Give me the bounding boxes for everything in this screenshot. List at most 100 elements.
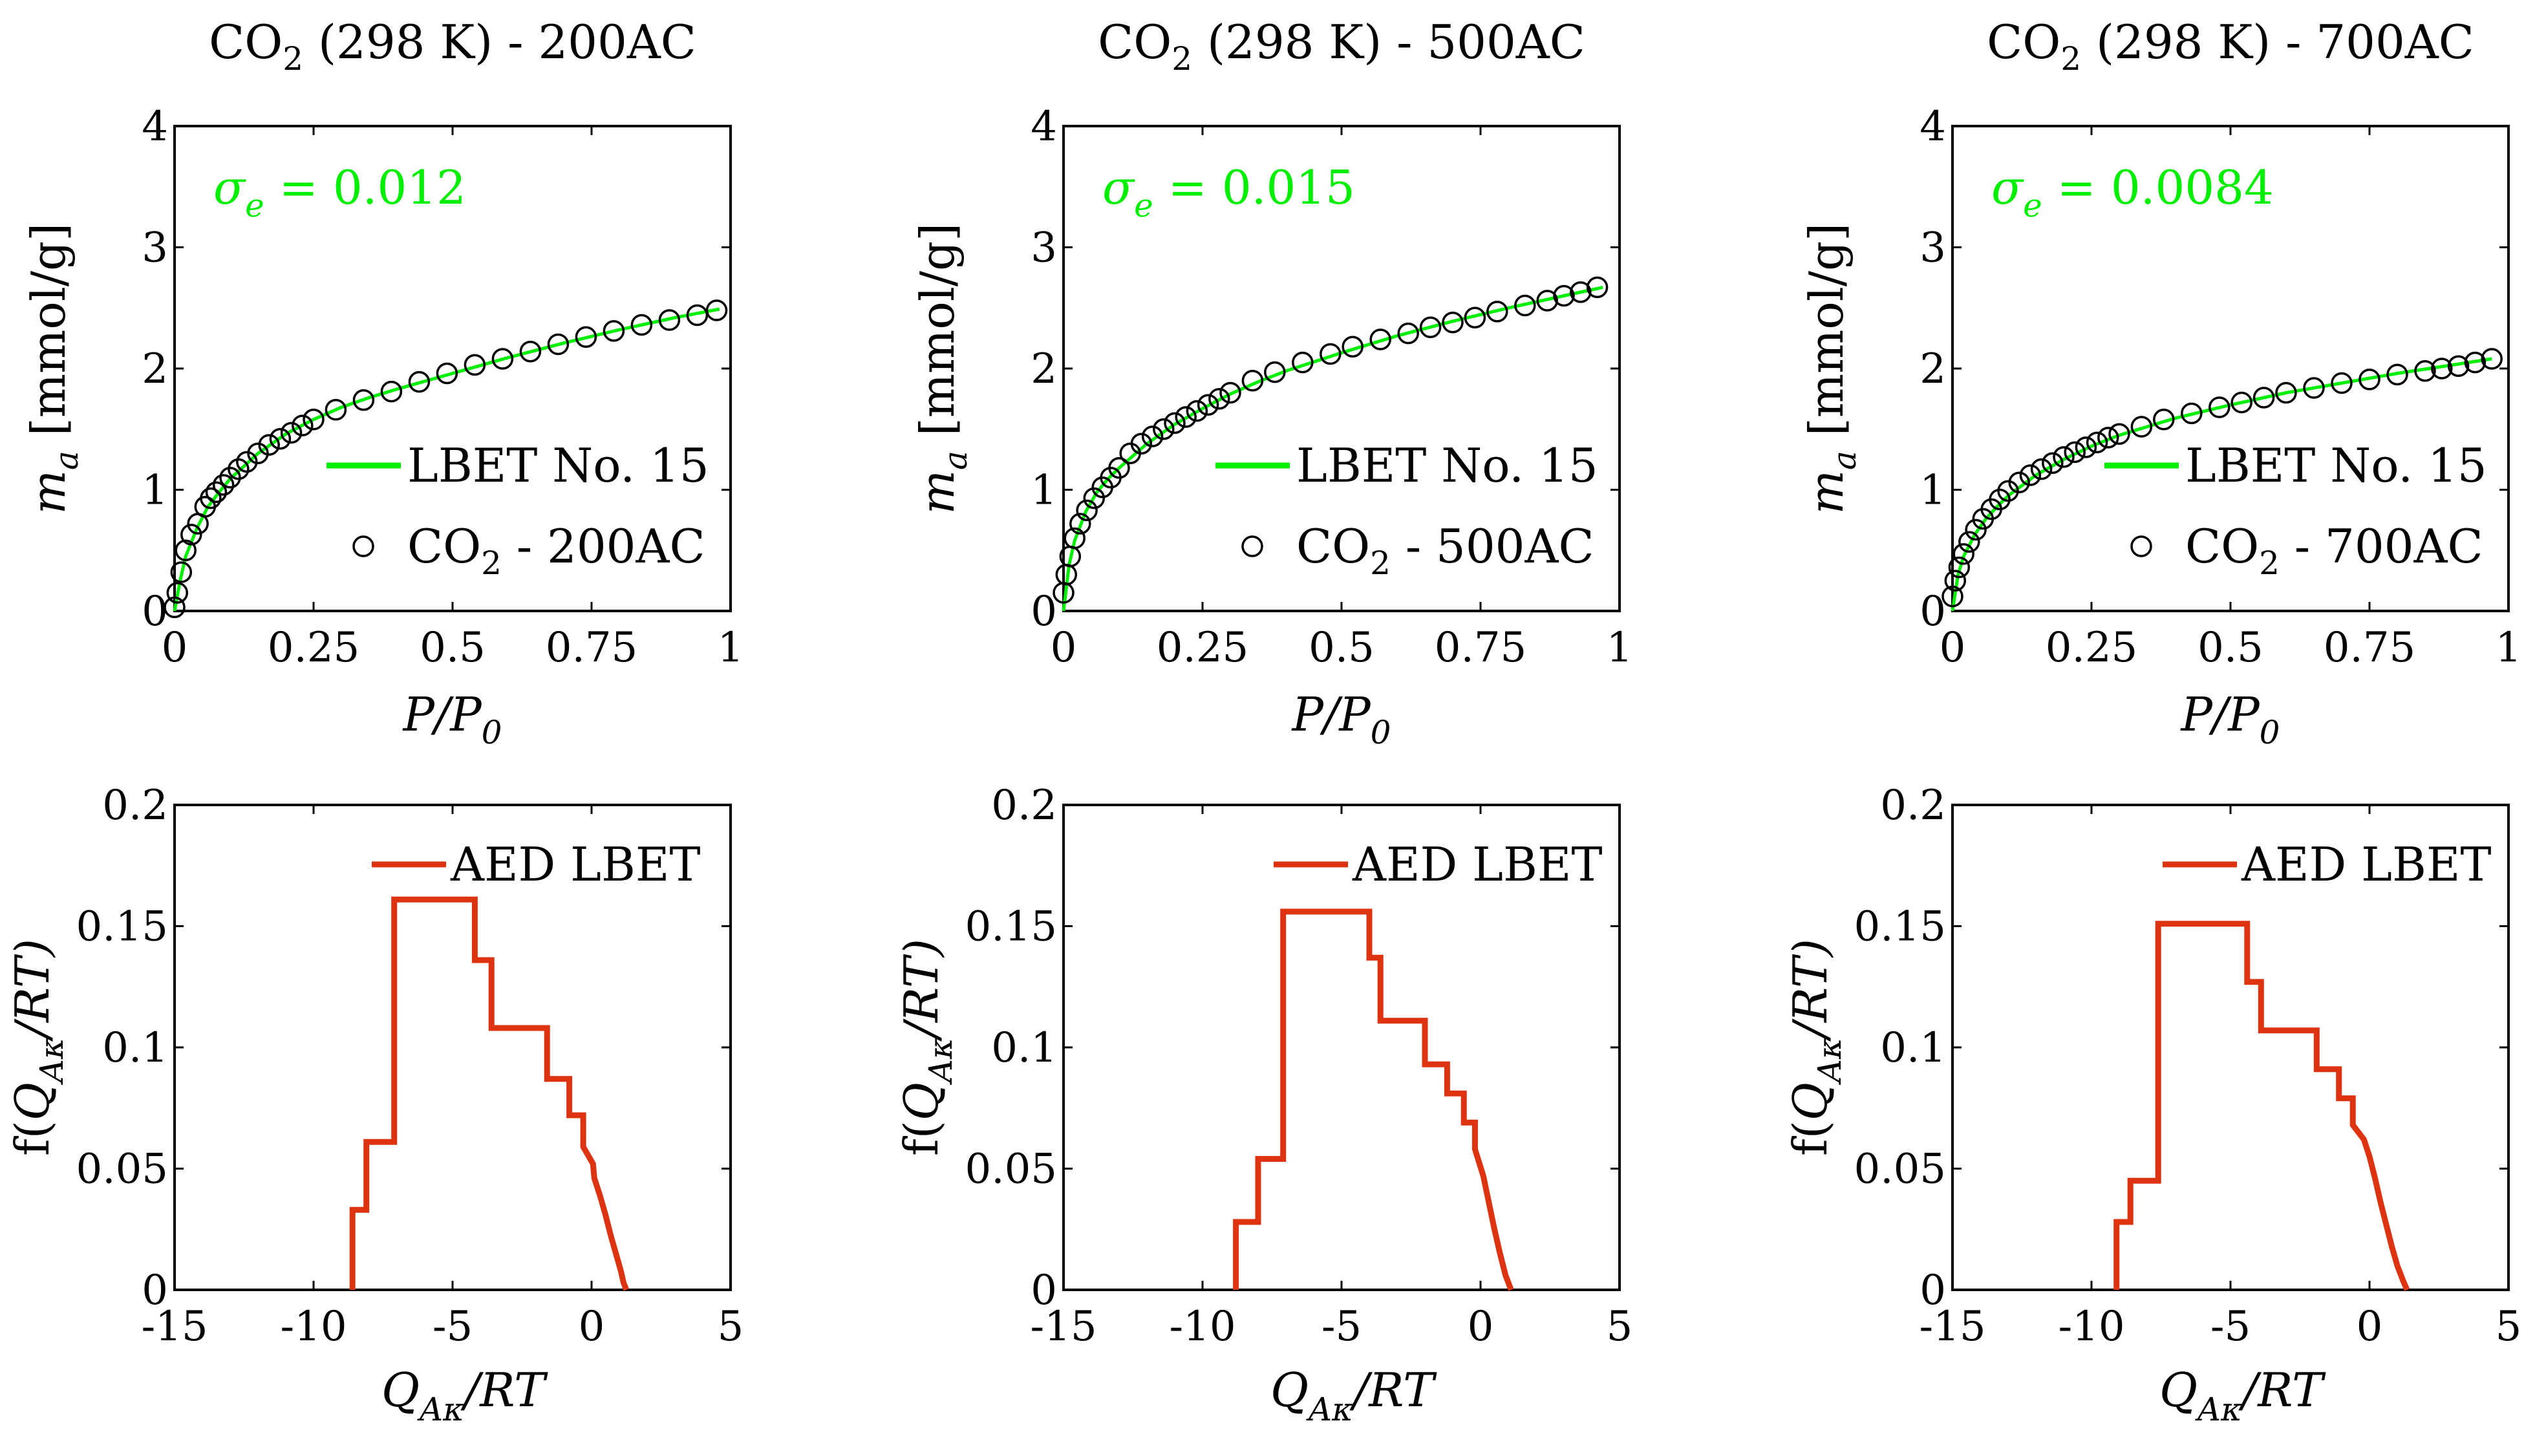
y-tick-label: 0.15 [76, 903, 169, 951]
y-tick-label: 0 [142, 588, 168, 636]
data-point [2008, 471, 2030, 493]
data-point [205, 481, 228, 503]
sigma-annotation: σe = 0.015 [1102, 160, 1355, 224]
x-axis-label: P/P0 [1291, 687, 1391, 751]
data-point [1948, 556, 1971, 579]
sigma-annotation: σe = 0.0084 [1991, 160, 2274, 224]
y-label-subscript: Aκ [33, 1038, 70, 1085]
data-point [2230, 391, 2252, 414]
data-point [2414, 360, 2436, 382]
x-tick-label: -5 [433, 1303, 473, 1351]
y-tick-label: 0 [1920, 1267, 1946, 1314]
data-point [175, 539, 197, 561]
y-axis-label: f(QAκ/RT) [5, 939, 70, 1156]
y-axis-label: f(QAκ/RT) [894, 939, 959, 1156]
data-point [1944, 570, 1967, 592]
y-tick-label: 2 [142, 345, 168, 393]
legend-label-aed: AED LBET [1352, 837, 1602, 892]
data-point [2042, 452, 2064, 474]
data-point [1241, 370, 1264, 392]
y-tick-label: 4 [142, 103, 168, 151]
sigma-annotation: σe = 0.012 [213, 160, 466, 224]
legend-marker-swatch [1241, 535, 1263, 557]
x-tick-label: 0.75 [1435, 624, 1527, 672]
data-point [2275, 381, 2297, 404]
title-main: CO [1098, 15, 1171, 69]
data-point [325, 399, 347, 421]
y-label-rest: /RT) [894, 939, 948, 1042]
y-tick-label: 0.1 [1880, 1024, 1946, 1072]
x-tick-label: 0.25 [1157, 624, 1249, 672]
data-point [1514, 294, 1536, 317]
y-label-main: Q [894, 1082, 948, 1120]
data-point [658, 309, 681, 331]
legend-label-data: CO2 - 700AC [2185, 519, 2483, 582]
data-point [1130, 433, 1153, 455]
data-point [1292, 351, 1314, 374]
data-point [1164, 412, 1186, 434]
data-point [519, 341, 542, 363]
legend-data-main: CO [2185, 519, 2259, 573]
legend-marker-swatch [352, 535, 374, 557]
legend-label-fit: LBET No. 15 [407, 438, 709, 493]
data-point [1952, 543, 1974, 565]
data-point [491, 348, 514, 370]
data-point [686, 304, 709, 327]
sigma-symbol: σ [213, 160, 246, 215]
y-tick-label: 4 [1031, 103, 1057, 151]
legend-data-main: CO [407, 519, 481, 573]
sigma-subscript: e [2023, 187, 2042, 224]
x-tick-label: 0.75 [546, 624, 638, 672]
data-point [166, 582, 189, 604]
y-tick-label: 0 [1920, 588, 1946, 636]
legend-label-fit: LBET No. 15 [2185, 438, 2487, 493]
x-tick-label: 0.5 [2198, 624, 2263, 672]
y-tick-label: 2 [1031, 345, 1057, 393]
y-tick-label: 0.2 [102, 782, 168, 830]
data-point [1486, 301, 1508, 323]
y-label-rest: [mmol/g] [21, 223, 76, 451]
data-point [408, 370, 431, 393]
data-point [1958, 531, 1980, 553]
y-axis-label: ma [mmol/g] [21, 223, 85, 514]
x-tick-label: 0 [2357, 1303, 2383, 1351]
data-point [2252, 387, 2275, 409]
x-label-main: Q [381, 1363, 420, 1417]
data-point [1320, 343, 1342, 365]
legend-data-rest: - 500AC [1391, 519, 1594, 573]
title-main: CO [209, 15, 283, 69]
legend-data-subscript: 2 [481, 544, 502, 582]
data-point [2386, 363, 2408, 386]
data-point [464, 354, 486, 376]
data-point [575, 326, 597, 348]
x-label-main: Q [2159, 1363, 2198, 1417]
x-label-subscript: 0 [482, 714, 502, 751]
data-point [2331, 372, 2353, 394]
data-point [1186, 400, 1208, 422]
data-point [1442, 312, 1464, 334]
data-point [2108, 423, 2130, 445]
y-tick-label: 1 [1031, 467, 1057, 515]
legend-data-rest: - 200AC [502, 519, 705, 573]
data-point [1153, 418, 1175, 440]
y-tick-label: 0 [1031, 1267, 1057, 1314]
x-tick-label: 5 [718, 1303, 744, 1351]
data-point [2053, 446, 2075, 468]
data-point [2303, 377, 2325, 399]
aed-step-line [2113, 921, 2410, 1291]
y-tick-label: 0.15 [1854, 903, 1947, 951]
data-point [2030, 458, 2053, 480]
x-axis-label: QAκ/RT [381, 1363, 548, 1428]
x-tick-label: 0 [162, 624, 188, 672]
y-label-prefix: f( [5, 1120, 59, 1156]
chart-title: CO2 (298 K) - 700AC [1987, 15, 2474, 78]
x-tick-label: 0 [579, 1303, 605, 1351]
data-point [1141, 425, 1164, 447]
x-tick-label: -15 [141, 1303, 208, 1351]
data-point [1108, 457, 1130, 479]
y-label-main: m [910, 470, 965, 514]
